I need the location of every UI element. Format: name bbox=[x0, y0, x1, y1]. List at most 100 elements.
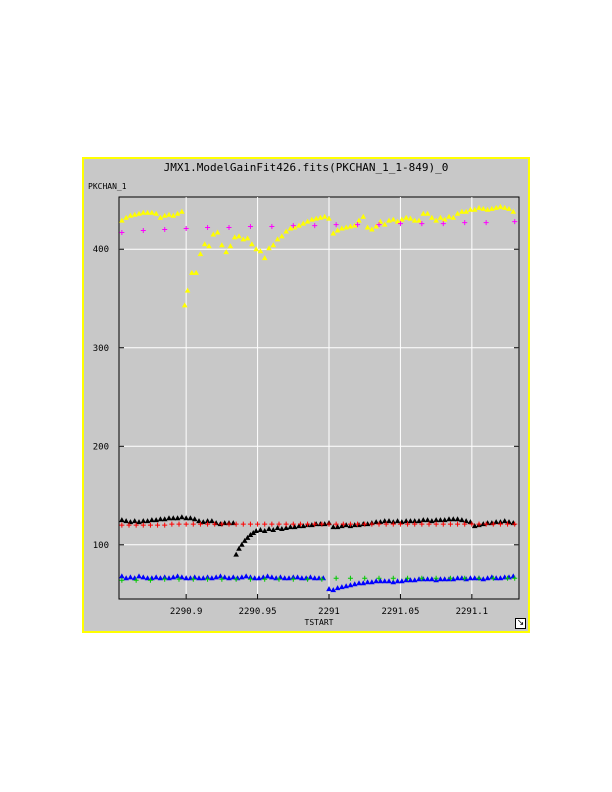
resize-arrow-icon[interactable]: ↘ bbox=[515, 618, 526, 629]
series-2-point bbox=[153, 517, 159, 523]
series-3-point bbox=[462, 521, 468, 527]
series-2-point bbox=[244, 534, 251, 540]
series-4-point bbox=[369, 579, 375, 585]
series-5-point bbox=[433, 575, 439, 581]
series-3-point bbox=[483, 521, 489, 527]
series-4-point bbox=[243, 573, 249, 579]
series-3-point bbox=[297, 521, 303, 527]
series-4-point bbox=[377, 578, 384, 584]
series-0-point bbox=[360, 213, 367, 219]
series-0-point bbox=[317, 214, 324, 220]
series-4-point bbox=[307, 574, 314, 580]
series-4-point bbox=[484, 575, 491, 581]
series-0-point bbox=[210, 231, 217, 237]
series-2-point bbox=[480, 521, 487, 527]
series-0-point bbox=[339, 225, 345, 231]
series-0-point bbox=[356, 217, 362, 223]
series-0-point bbox=[214, 229, 221, 235]
series-3-point bbox=[326, 521, 332, 527]
series-2-point bbox=[183, 515, 189, 521]
series-5-point bbox=[347, 575, 353, 581]
series-4-point bbox=[351, 581, 358, 587]
series-3-point bbox=[497, 521, 503, 527]
series-2-point bbox=[300, 523, 307, 529]
series-4-point bbox=[119, 573, 125, 579]
series-4-point bbox=[386, 578, 392, 584]
series-4-point bbox=[356, 580, 362, 586]
series-2-point bbox=[399, 519, 405, 525]
series-2-point bbox=[136, 519, 142, 525]
series-4-point bbox=[394, 578, 401, 584]
series-2-point bbox=[157, 516, 164, 522]
series-3-point bbox=[255, 521, 261, 527]
series-0-point bbox=[330, 230, 337, 236]
series-2-point bbox=[471, 523, 478, 529]
series-3-point bbox=[119, 522, 125, 528]
series-3-point bbox=[490, 521, 496, 527]
series-3-point bbox=[155, 522, 161, 528]
series-2-point bbox=[334, 524, 341, 530]
series-4-point bbox=[183, 575, 189, 581]
series-3-point bbox=[376, 521, 382, 527]
series-0-point bbox=[463, 208, 469, 214]
series-0-point bbox=[184, 287, 191, 293]
series-3-point bbox=[397, 521, 403, 527]
series-3-point bbox=[190, 521, 196, 527]
series-2-point bbox=[239, 541, 245, 547]
series-4-point bbox=[153, 574, 159, 580]
series-4-point bbox=[200, 575, 207, 581]
x-tick-label: 2291.05 bbox=[381, 607, 419, 617]
series-4-point bbox=[157, 575, 164, 581]
series-0-point bbox=[274, 236, 281, 242]
series-2-point bbox=[266, 526, 272, 532]
series-2-point bbox=[291, 524, 298, 530]
series-3-point bbox=[312, 521, 318, 527]
series-5-point bbox=[462, 575, 468, 581]
chart-area: 2290.9 2290.95 2291 2291.05 2291.1 100 200 300 4… bbox=[88, 182, 520, 627]
series-2-point bbox=[119, 517, 125, 523]
series-4-point bbox=[179, 574, 185, 580]
series-0-point bbox=[193, 269, 199, 275]
series-5-point bbox=[305, 576, 311, 582]
series-4-point bbox=[196, 575, 202, 581]
series-0-point bbox=[291, 224, 298, 230]
series-0-point bbox=[394, 218, 401, 224]
series-3-point bbox=[276, 521, 282, 527]
series-5-point bbox=[119, 577, 125, 583]
series-3-point bbox=[347, 521, 353, 527]
y-axis-label: PKCHAN_1 bbox=[88, 182, 127, 191]
series-0-point bbox=[161, 212, 168, 218]
series-3-point bbox=[140, 522, 146, 528]
series-2-point bbox=[200, 519, 207, 525]
series-0-point bbox=[119, 217, 125, 223]
series-2-point bbox=[463, 518, 469, 524]
series-0-point bbox=[420, 210, 427, 216]
series-4-point bbox=[343, 583, 349, 589]
series-2-point bbox=[279, 526, 285, 532]
series-5-point bbox=[205, 576, 211, 582]
series-0-point bbox=[123, 214, 129, 220]
series-3-point bbox=[226, 521, 232, 527]
series-4-point bbox=[281, 575, 288, 581]
series-0-point bbox=[179, 208, 185, 214]
series-3-point bbox=[362, 521, 368, 527]
series-0-point bbox=[244, 235, 251, 241]
series-4-point bbox=[497, 575, 504, 581]
series-2-point bbox=[127, 519, 134, 525]
series-0-point bbox=[493, 204, 499, 210]
series-4-point bbox=[407, 577, 414, 583]
series-0-point bbox=[484, 206, 491, 212]
series-1-point bbox=[462, 220, 468, 226]
series-3-point bbox=[440, 521, 446, 527]
y-tick-label: 200 bbox=[93, 442, 109, 452]
series-4-point bbox=[136, 573, 142, 579]
series-3-point bbox=[183, 521, 189, 527]
series-2-point bbox=[261, 528, 268, 534]
series-1-point bbox=[397, 221, 403, 227]
series-2-point bbox=[321, 521, 328, 527]
series-4-point bbox=[170, 574, 177, 580]
series-1-point bbox=[419, 221, 425, 227]
series-1-point bbox=[183, 226, 189, 232]
series-0-point bbox=[313, 215, 319, 221]
series-4-point bbox=[260, 574, 267, 580]
